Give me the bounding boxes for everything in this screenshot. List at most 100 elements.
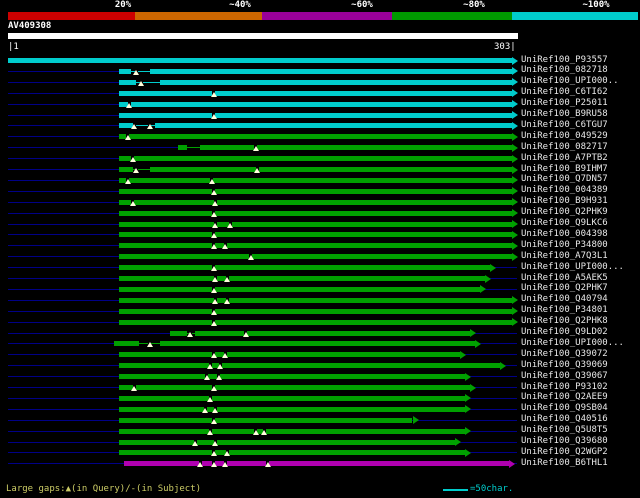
gap-triangle-icon xyxy=(146,342,153,348)
alignment-bar[interactable] xyxy=(119,112,512,118)
alignment-bar[interactable] xyxy=(119,428,465,434)
hit-label[interactable]: UniRef100_UPI000... xyxy=(521,337,624,348)
alignment-bar[interactable] xyxy=(119,134,512,140)
alignment-bar[interactable] xyxy=(119,297,512,303)
hit-label[interactable]: UniRef100_004398 xyxy=(521,228,608,239)
alignment-bar[interactable] xyxy=(159,79,512,85)
hit-label[interactable]: UniRef100_Q39067 xyxy=(521,370,608,381)
color-key-label: ~60% xyxy=(351,0,373,10)
alignment-bar[interactable] xyxy=(119,243,512,249)
alignment-bar[interactable] xyxy=(119,221,512,227)
hit-label[interactable]: UniRef100_Q39072 xyxy=(521,348,608,359)
alignment-bar[interactable] xyxy=(119,374,465,380)
alignment-bar[interactable] xyxy=(195,330,470,336)
hit-label[interactable]: UniRef100_B9IHM7 xyxy=(521,163,608,174)
alignment-bar[interactable] xyxy=(119,276,485,281)
alignment-row: UniRef100_UPI000... xyxy=(0,338,640,349)
arrowhead-icon xyxy=(511,209,518,218)
gap-triangle-icon xyxy=(129,157,136,163)
alignment-bar[interactable] xyxy=(119,395,465,401)
hit-label[interactable]: UniRef100_Q9LD02 xyxy=(521,327,608,337)
hit-label[interactable]: UniRef100_P93557 xyxy=(521,54,608,65)
alignment-row: UniRef100_B9IHM7 xyxy=(0,164,640,175)
color-key-label: ~40% xyxy=(229,0,251,10)
alignment-bar[interactable] xyxy=(149,167,512,172)
hit-label[interactable]: UniRef100_A5AEK5 xyxy=(521,272,608,283)
alignment-bar[interactable] xyxy=(119,101,512,107)
hit-label[interactable]: UniRef100_Q2PHK9 xyxy=(521,207,608,218)
hit-label[interactable]: UniRef100_Q5U8T5 xyxy=(521,425,608,436)
hit-label[interactable]: UniRef100_004389 xyxy=(521,185,608,196)
alignment-bar[interactable] xyxy=(119,286,480,292)
color-key-segment xyxy=(8,12,135,20)
alignment-bar[interactable] xyxy=(119,406,465,412)
hit-label[interactable]: UniRef100_A7Q3L1 xyxy=(521,250,608,261)
alignment-bar[interactable] xyxy=(119,90,512,96)
hit-label[interactable]: UniRef100_P93102 xyxy=(521,381,608,392)
alignment-bar[interactable] xyxy=(119,319,512,325)
alignment-row: UniRef100_Q2PHK7 xyxy=(0,283,640,295)
gap-triangle-icon xyxy=(224,298,231,304)
hit-label[interactable]: UniRef100_C6TGU7 xyxy=(521,119,608,130)
alignment-bar[interactable] xyxy=(119,210,512,216)
alignment-bar[interactable] xyxy=(159,341,475,347)
hit-label[interactable]: UniRef100_Q2AEE9 xyxy=(521,392,608,403)
alignment-bar[interactable] xyxy=(119,439,455,445)
alignment-bar[interactable] xyxy=(169,330,187,336)
gap-triangle-icon xyxy=(212,298,219,304)
alignment-bar[interactable] xyxy=(119,177,512,183)
hit-label[interactable]: UniRef100_Q2PHK7 xyxy=(521,283,608,294)
gap-triangle-icon xyxy=(252,429,259,435)
hit-label[interactable]: UniRef100_A7PTB2 xyxy=(521,152,608,163)
hit-label[interactable]: UniRef100_B6THL1 xyxy=(521,457,608,468)
alignment-bar[interactable] xyxy=(119,417,413,423)
hit-label[interactable]: UniRef100_P34801 xyxy=(521,305,608,316)
hit-label[interactable]: UniRef100_B9H931 xyxy=(521,196,608,207)
arrowhead-icon xyxy=(464,394,471,403)
alignment-row: UniRef100_Q2PHK8 xyxy=(0,316,640,328)
hit-label[interactable]: UniRef100_C6TI62 xyxy=(521,87,608,98)
alignment-bar[interactable] xyxy=(119,68,132,74)
alignment-bar[interactable] xyxy=(119,352,460,358)
hit-label[interactable]: UniRef100_Q9SB04 xyxy=(521,403,608,414)
alignment-bar[interactable] xyxy=(178,145,187,151)
alignment-bar[interactable] xyxy=(119,123,133,129)
color-key-segment xyxy=(262,12,392,20)
alignment-row: UniRef100_Q39069 xyxy=(0,360,640,371)
alignment-bar[interactable] xyxy=(119,188,512,194)
alignment-bar[interactable] xyxy=(119,385,470,390)
hit-label[interactable]: UniRef100_P34800 xyxy=(521,239,608,250)
alignment-bar[interactable] xyxy=(114,341,140,347)
hit-label[interactable]: UniRef100_Q2PHK8 xyxy=(521,316,608,327)
hit-label[interactable]: UniRef100_Q39069 xyxy=(521,359,608,370)
hit-label[interactable]: UniRef100_Q39680 xyxy=(521,436,608,446)
hit-label[interactable]: UniRef100_082717 xyxy=(521,141,608,152)
hit-label[interactable]: UniRef100_Q2WGP2 xyxy=(521,446,608,457)
alignment-bar[interactable] xyxy=(119,156,512,162)
alignment-bar[interactable] xyxy=(200,145,512,151)
hit-label[interactable]: UniRef100_Q40516 xyxy=(521,414,608,425)
alignment-bar[interactable] xyxy=(119,450,465,456)
alignment-bar[interactable] xyxy=(119,199,512,205)
alignment-bar[interactable] xyxy=(149,68,512,74)
hit-label[interactable]: UniRef100_UPI000.. xyxy=(521,76,619,87)
hit-label[interactable]: UniRef100_P25011 xyxy=(521,98,608,109)
color-key-segment xyxy=(135,12,262,20)
hit-label[interactable]: UniRef100_Q9LKC6 xyxy=(521,218,608,228)
alignment-bar[interactable] xyxy=(119,167,133,172)
hit-label[interactable]: UniRef100_UPI000... xyxy=(521,261,624,272)
hit-label[interactable]: UniRef100_049529 xyxy=(521,130,608,141)
hit-label[interactable]: UniRef100_082718 xyxy=(521,65,608,76)
alignment-bar[interactable] xyxy=(119,265,491,271)
alignment-bar[interactable] xyxy=(124,461,509,467)
alignment-bar[interactable] xyxy=(119,254,512,260)
alignment-bar[interactable] xyxy=(119,232,512,238)
hit-label[interactable]: UniRef100_Q40794 xyxy=(521,294,608,305)
hit-label[interactable]: UniRef100_B9RU58 xyxy=(521,109,608,119)
alignment-bar[interactable] xyxy=(119,363,501,369)
alignment-bar[interactable] xyxy=(119,308,512,314)
alignment-bar[interactable] xyxy=(8,58,512,63)
alignment-bar[interactable] xyxy=(119,79,137,85)
hit-label[interactable]: UniRef100_Q7DN57 xyxy=(521,174,608,185)
alignment-bar[interactable] xyxy=(154,123,512,129)
